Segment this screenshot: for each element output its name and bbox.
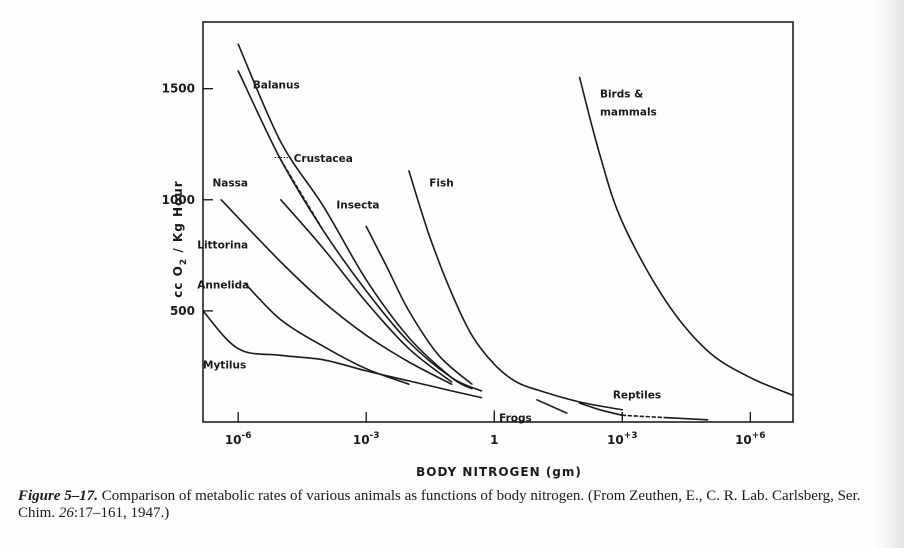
series-line-birds-and-mammals [578,76,793,397]
page-edge-shadow [876,0,904,548]
series-line-frogs [536,399,568,414]
series-label-crustacea: Crustacea [294,153,353,165]
caption-text: Comparison of metabolic rates of various… [18,488,861,521]
caption-tail: :17–161, 1947.) [73,505,170,521]
y-axis-title: cc O2 / Kg Hour [171,180,189,297]
x-tick-label-4: 10+6 [735,431,766,447]
series-line-balanus [237,43,473,390]
series-line-reptiles-dashed [621,414,666,419]
x-tick-exponent-1: -3 [370,431,380,441]
series-label-reptiles: Reptiles [613,390,661,402]
figure-number: Figure 5–17. [18,488,99,504]
series-label-mytilus: Mytilus [203,360,246,372]
series-line-reptiles [664,416,709,421]
series-label-balanus: Balanus [253,80,300,92]
series-line-nassa [280,199,453,383]
x-tick-exponent-3: +3 [624,431,638,441]
y-tick-label-500: 500 [170,304,195,318]
series-layer [203,43,793,421]
x-tick-label-1: 10-3 [353,431,380,447]
series-labels: Balanus Crustacea Nassa Insecta Fish Birds & m… [197,80,661,425]
figure-caption: Figure 5–17. Comparison of metabolic rat… [18,488,898,522]
series-line-fish [408,170,624,411]
x-axis-title: BODY NITROGEN (gm) [416,465,582,479]
caption-volume: 26 [58,505,74,521]
series-line-annelida [244,283,410,385]
x-tick-label-2: 1 [490,433,498,447]
series-label-littorina: Littorina [197,240,248,252]
y-axis: 500 1000 1500 [162,82,213,318]
series-line-crustacea [237,70,483,392]
x-tick-exponent-0: -6 [242,431,252,441]
series-label-fish: Fish [429,177,454,189]
x-axis: 10-6 10-3 1 10+3 10+6 [225,412,766,447]
plot-frame [202,21,794,423]
series-label-birds-and: Birds & [600,89,643,101]
series-label-mammals: mammals [600,106,657,118]
series-label-annelida: Annelida [197,280,249,292]
series-line-reptiles [578,402,624,417]
series-label-insecta: Insecta [336,200,379,212]
y-tick-label-1000: 1000 [162,193,195,207]
x-tick-label-3: 10+3 [607,431,638,447]
series-line-insecta [365,225,473,385]
series-line-mytilus [203,310,483,399]
x-tick-label-0: 10-6 [225,431,252,447]
series-line-littorina [220,199,453,385]
series-line-crustacea-dashed [280,159,325,232]
series-label-nassa: Nassa [212,177,247,189]
series-label-frogs: Frogs [499,413,532,425]
y-tick-label-1500: 1500 [162,82,195,96]
x-tick-exponent-4: +6 [752,431,766,441]
